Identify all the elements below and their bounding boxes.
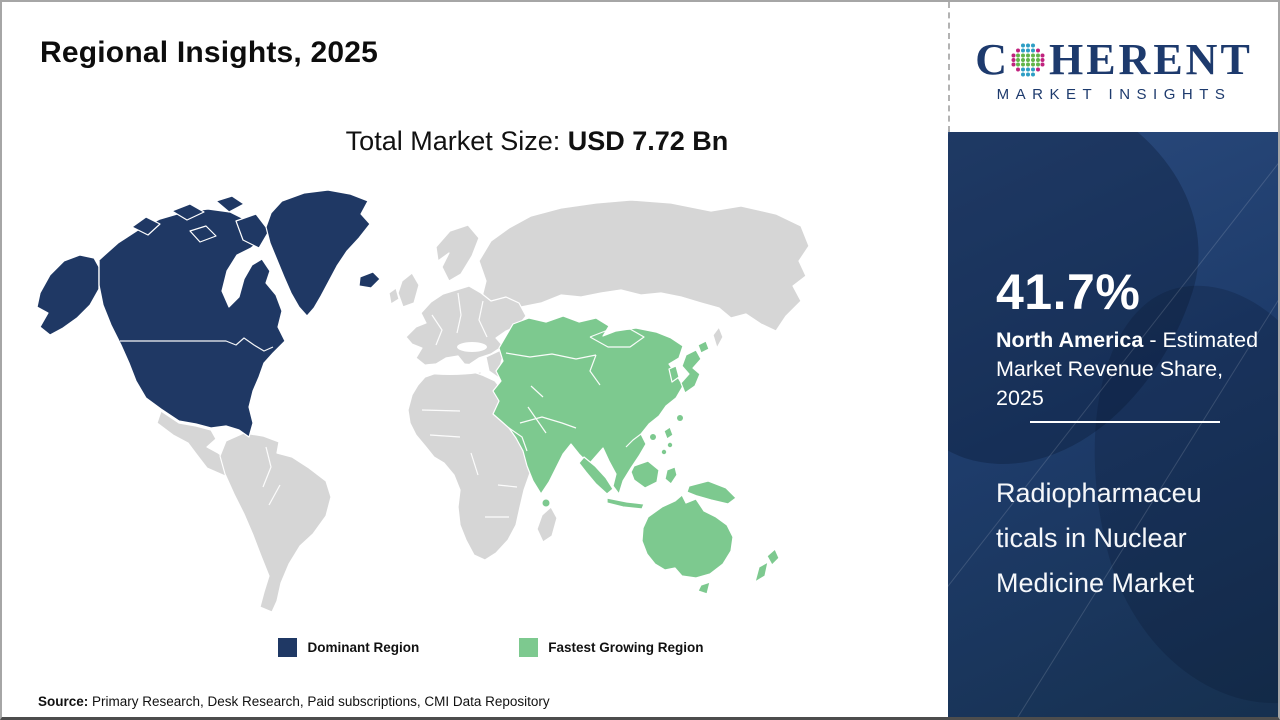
map-legend: Dominant Region Fastest Growing Region: [2, 638, 950, 657]
total-market-size-value: USD 7.72 Bn: [567, 126, 729, 156]
brand-wordmark: C: [975, 34, 1253, 84]
panel-texture-line: [948, 132, 1278, 717]
legend-item-fastest-growing: Fastest Growing Region: [519, 638, 704, 657]
legend-swatch-fastest-growing: [519, 638, 539, 657]
map-country-borders: [98, 261, 645, 518]
source-label: Source:: [38, 694, 89, 709]
legend-swatch-dominant: [278, 638, 298, 657]
market-share-description: North America - Estimated Market Revenue…: [996, 326, 1268, 413]
total-market-size: Total Market Size: USD 7.72 Bn: [2, 126, 950, 157]
market-share-region: North America: [996, 327, 1144, 352]
legend-label-fastest-growing: Fastest Growing Region: [548, 640, 704, 655]
globe-dots-icon: [1011, 43, 1045, 76]
brand-tagline: MARKET INSIGHTS: [996, 85, 1232, 103]
total-market-size-label: Total Market Size:: [345, 126, 568, 156]
brand-logo: C: [948, 2, 1278, 132]
market-share-value: 41.7%: [996, 264, 1141, 320]
map-region-asia-pacific: [492, 315, 780, 595]
source-line: Source: Primary Research, Desk Research,…: [38, 694, 550, 709]
map-region-north-america: [36, 189, 381, 438]
world-map: [36, 189, 810, 613]
panel-texture-blob: [948, 132, 1240, 510]
panel-texture-line: [981, 132, 1278, 717]
market-share-desc-text: - Estimated Market Revenue Share, 2025: [996, 327, 1259, 410]
panel-divider: [1030, 420, 1220, 423]
market-name: Radiopharmaceuticals in Nuclear Medicine…: [996, 477, 1202, 598]
sidebar-panel: 41.7% North America - Estimated Market R…: [948, 132, 1278, 717]
brand-letter-c: C: [975, 34, 1007, 84]
legend-label-dominant: Dominant Region: [307, 640, 420, 655]
legend-item-dominant: Dominant Region: [278, 638, 419, 657]
source-text: Primary Research, Desk Research, Paid su…: [88, 694, 550, 709]
brand-letters-rest: HERENT: [1048, 34, 1253, 84]
page-title: Regional Insights, 2025: [40, 36, 379, 69]
